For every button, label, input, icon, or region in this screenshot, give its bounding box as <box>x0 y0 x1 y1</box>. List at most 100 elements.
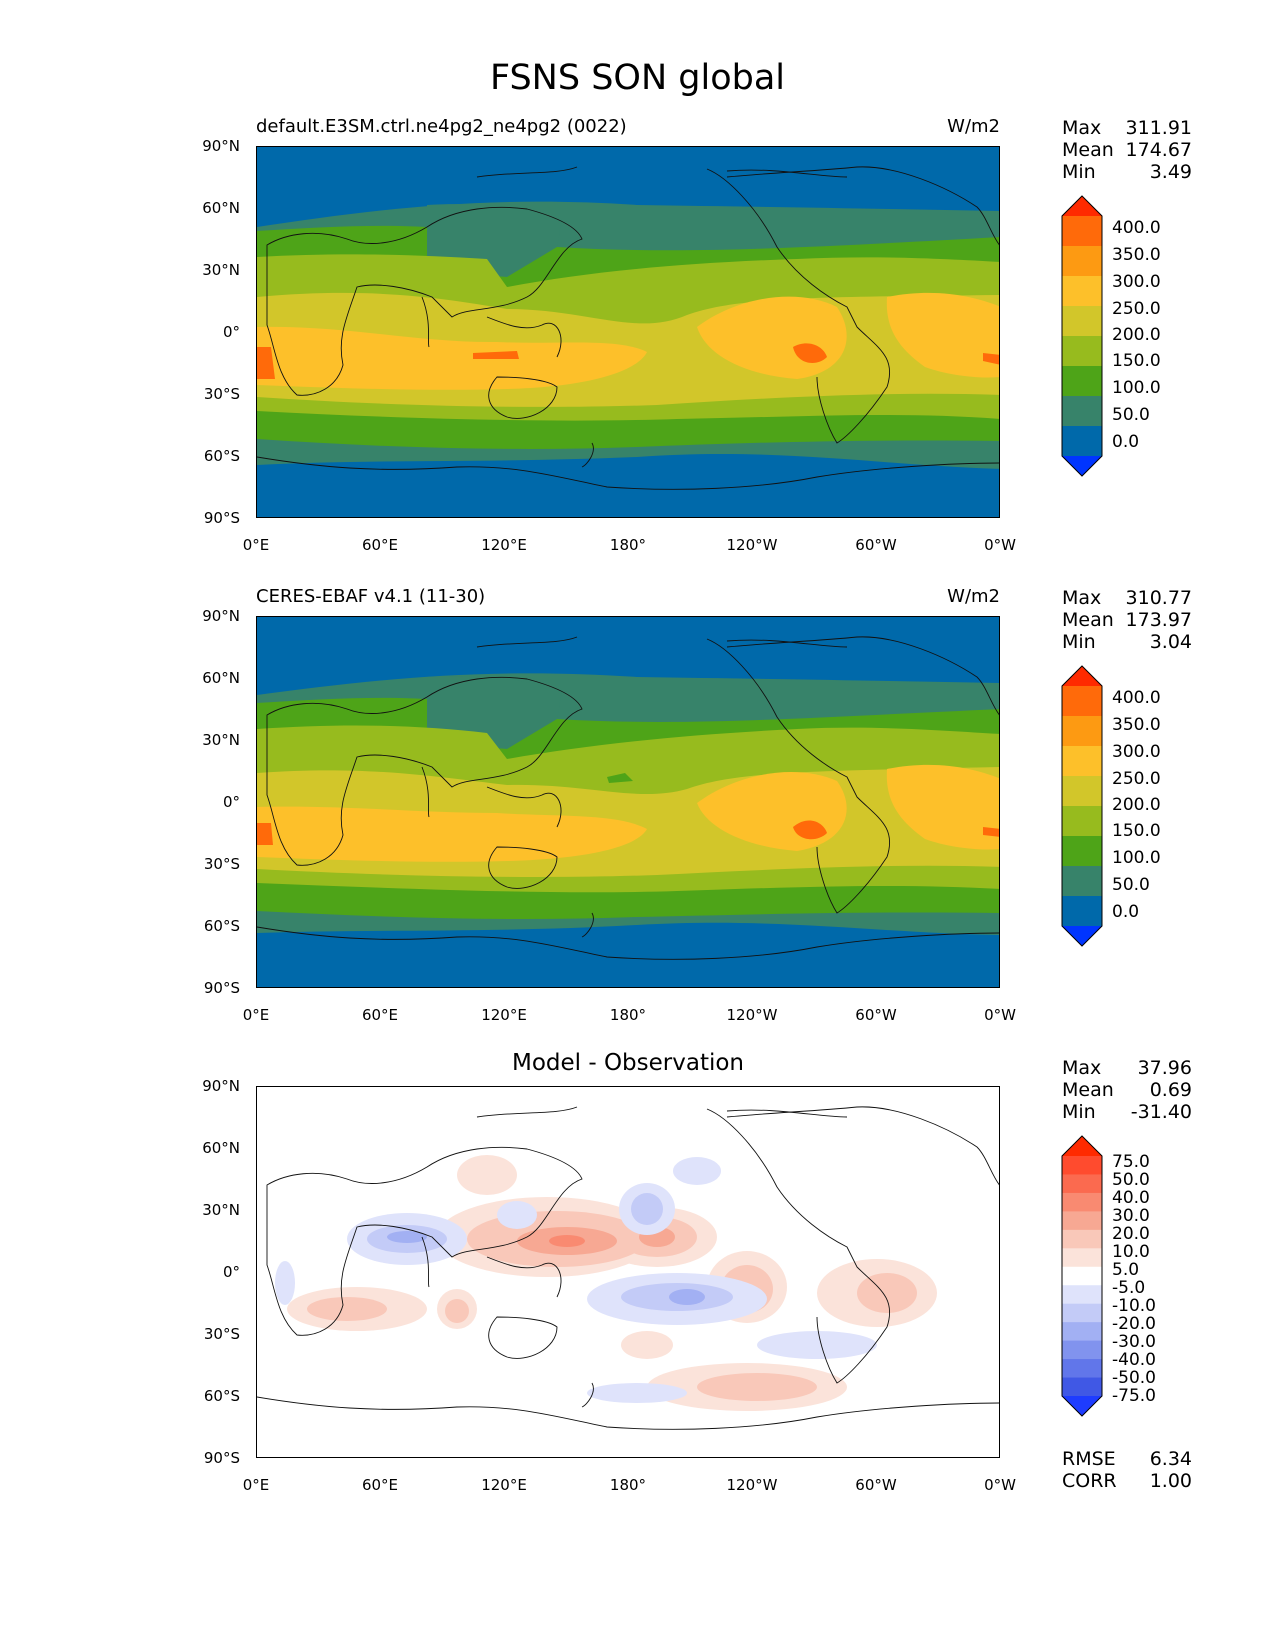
colorbar-segment <box>1062 1340 1102 1360</box>
coastlines <box>257 166 999 490</box>
y-tick-label: 30°S <box>203 385 240 403</box>
x-tick-label: 0°W <box>984 1476 1016 1494</box>
colorbar-label: 200.0 <box>1112 325 1161 345</box>
y-tick-label: 0° <box>222 793 240 811</box>
x-tick-label: 0°E <box>242 1476 270 1494</box>
x-tick-label: 120°E <box>481 1006 527 1024</box>
colorbar-segment <box>1062 1359 1102 1379</box>
x-tick-label: 120°E <box>481 536 527 554</box>
positive-anomalies-30 <box>549 1235 585 1247</box>
x-tick-label: 180° <box>609 536 647 554</box>
stat-label: Min <box>1062 631 1096 653</box>
colorbar-segment <box>1062 336 1102 367</box>
colorbar-label: -40.0 <box>1112 1350 1156 1370</box>
colorbar-label: 400.0 <box>1112 218 1161 238</box>
stats-block: Max 310.77 Mean 173.97 Min 3.04 <box>1062 587 1192 653</box>
y-tick-label: 30°S <box>203 855 240 873</box>
colorbar-label: 0.0 <box>1112 902 1140 922</box>
colorbar-segment <box>1062 1285 1102 1305</box>
band-250-300-atlantic <box>886 292 999 378</box>
colorbar-segment <box>1062 366 1102 397</box>
band-300-350-africa <box>257 347 275 379</box>
map-model <box>256 146 1000 518</box>
colorbar-label: -30.0 <box>1112 1332 1156 1352</box>
colorbar-segment <box>1062 1192 1102 1212</box>
x-tick-label: 120°W <box>726 1006 778 1024</box>
colorbar-label: 50.0 <box>1112 1170 1150 1190</box>
stat-min: 3.49 <box>1149 161 1192 183</box>
colorbar-extend-bottom <box>1062 1396 1102 1416</box>
colorbar-label: 200.0 <box>1112 795 1161 815</box>
x-tick-label: 60°W <box>855 536 897 554</box>
x-tick-label: 0°E <box>242 1006 270 1024</box>
x-tick-label: 180° <box>609 1006 647 1024</box>
colorbar <box>1061 665 1103 947</box>
stat-max: 311.91 <box>1125 117 1192 139</box>
y-tick-label: 30°N <box>202 731 240 749</box>
colorbar-label: 50.0 <box>1112 875 1150 895</box>
map-difference <box>256 1086 1000 1458</box>
colorbar <box>1061 1135 1103 1417</box>
y-tick-label: 90°N <box>202 137 240 155</box>
band-300-350 <box>793 820 827 840</box>
colorbar-segment <box>1062 396 1102 427</box>
panel-difference: Model - Observation <box>0 1050 1275 1524</box>
y-tick-label: 60°S <box>203 1387 240 1405</box>
x-tick-label: 60°W <box>855 1476 897 1494</box>
stat-max: 37.96 <box>1137 1057 1192 1079</box>
colorbar-label: 150.0 <box>1112 351 1161 371</box>
panel-center-title: Model - Observation <box>511 1050 745 1076</box>
band-250-300 <box>257 326 647 390</box>
panel-model: default.E3SM.ctrl.ne4pg2_ne4pg2 (0022) W… <box>0 114 1275 584</box>
colorbar-label: 250.0 <box>1112 769 1161 789</box>
colorbar-segment <box>1062 426 1102 457</box>
panel-units: W/m2 <box>947 116 1000 137</box>
x-tick-label: 120°E <box>481 1476 527 1494</box>
colorbar-segment <box>1062 896 1102 927</box>
stat-label: Mean <box>1062 139 1114 161</box>
colorbar-label: 150.0 <box>1112 821 1161 841</box>
colorbar-segment <box>1062 776 1102 807</box>
colorbar-segment <box>1062 716 1102 747</box>
stat-mean: 0.69 <box>1149 1079 1192 1101</box>
band-300-350-atl <box>983 353 999 365</box>
colorbar-label: 300.0 <box>1112 272 1161 292</box>
stat-label: Max <box>1062 117 1102 139</box>
colorbar-extend-top <box>1062 196 1102 216</box>
colorbar-segment <box>1062 1377 1102 1397</box>
stat-label: Mean <box>1062 1079 1114 1101</box>
colorbar-segment <box>1062 306 1102 337</box>
band-300-350 <box>793 343 827 363</box>
stat-mean: 173.97 <box>1125 609 1192 631</box>
x-tick-label: 0°W <box>984 1006 1016 1024</box>
colorbar-segment <box>1062 1303 1102 1323</box>
colorbar-label: 40.0 <box>1112 1188 1150 1208</box>
stat-rmse: 6.34 <box>1149 1448 1192 1470</box>
colorbar-segment <box>1062 1322 1102 1342</box>
stat-label: Mean <box>1062 609 1114 631</box>
stat-label: CORR <box>1062 1470 1117 1492</box>
y-tick-label: 90°S <box>203 979 240 997</box>
coastlines <box>257 1106 999 1430</box>
y-tick-label: 90°N <box>202 1077 240 1095</box>
stat-corr: 1.00 <box>1149 1470 1192 1492</box>
stat-label: Min <box>1062 161 1096 183</box>
colorbar-segment <box>1062 276 1102 307</box>
colorbar-segment <box>1062 1248 1102 1268</box>
colorbar-label: -20.0 <box>1112 1314 1156 1334</box>
colorbar-label: 350.0 <box>1112 715 1161 735</box>
y-tick-label: 30°S <box>203 1325 240 1343</box>
colorbar-label: 0.0 <box>1112 432 1140 452</box>
colorbar <box>1061 195 1103 477</box>
y-tick-label: 0° <box>222 323 240 341</box>
y-tick-label: 30°N <box>202 261 240 279</box>
y-tick-label: 0° <box>222 1263 240 1281</box>
colorbar-extend-top <box>1062 666 1102 686</box>
x-tick-label: 60°E <box>361 1476 399 1494</box>
colorbar-segment <box>1062 1229 1102 1249</box>
stats-block: Max 311.91 Mean 174.67 Min 3.49 <box>1062 117 1192 183</box>
band-300-350-atl <box>983 827 999 837</box>
stat-mean: 174.67 <box>1125 139 1192 161</box>
stat-label: Min <box>1062 1101 1096 1123</box>
colorbar-segment <box>1062 686 1102 717</box>
